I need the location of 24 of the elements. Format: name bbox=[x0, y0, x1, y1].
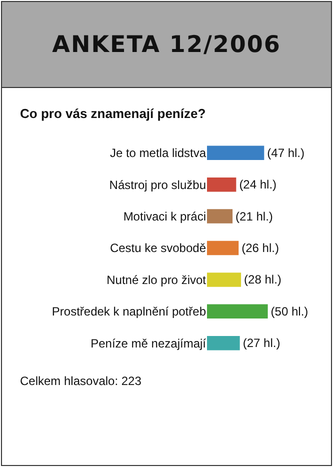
data-label: (47 hl.) bbox=[267, 146, 305, 160]
chart-title: ANKETA 12/2006 bbox=[52, 32, 281, 58]
y-tick-label: Nutné zlo pro život bbox=[106, 272, 207, 287]
bar bbox=[207, 209, 233, 224]
chart-subtitle: Co pro vás znamenají peníze? bbox=[20, 106, 206, 121]
data-label: (27 hl.) bbox=[242, 336, 280, 350]
y-tick-label: Je to metla lidstva bbox=[110, 146, 206, 160]
bar bbox=[207, 146, 264, 160]
y-tick-label: Cestu ke svobodě bbox=[110, 241, 206, 256]
bar bbox=[207, 336, 240, 350]
data-label: (24 hl.) bbox=[239, 178, 277, 192]
text: Celkem hlasovalo: 223 bbox=[20, 374, 142, 388]
bar bbox=[207, 272, 242, 287]
data-label: (21 hl.) bbox=[236, 209, 273, 224]
bar bbox=[207, 240, 239, 256]
bar bbox=[207, 177, 236, 192]
bar bbox=[207, 304, 268, 319]
data-label: (50 hl.) bbox=[270, 304, 308, 318]
y-tick-label: Peníze mě nezajímají bbox=[90, 336, 207, 350]
data-label: (26 hl.) bbox=[242, 241, 279, 255]
data-label: (28 hl.) bbox=[244, 272, 282, 287]
y-tick-label: Nástroj pro službu bbox=[109, 178, 206, 192]
y-tick-label: Motivaci k práci bbox=[123, 209, 206, 224]
y-tick-label: Prostředek k naplnění potřeb bbox=[52, 304, 206, 319]
